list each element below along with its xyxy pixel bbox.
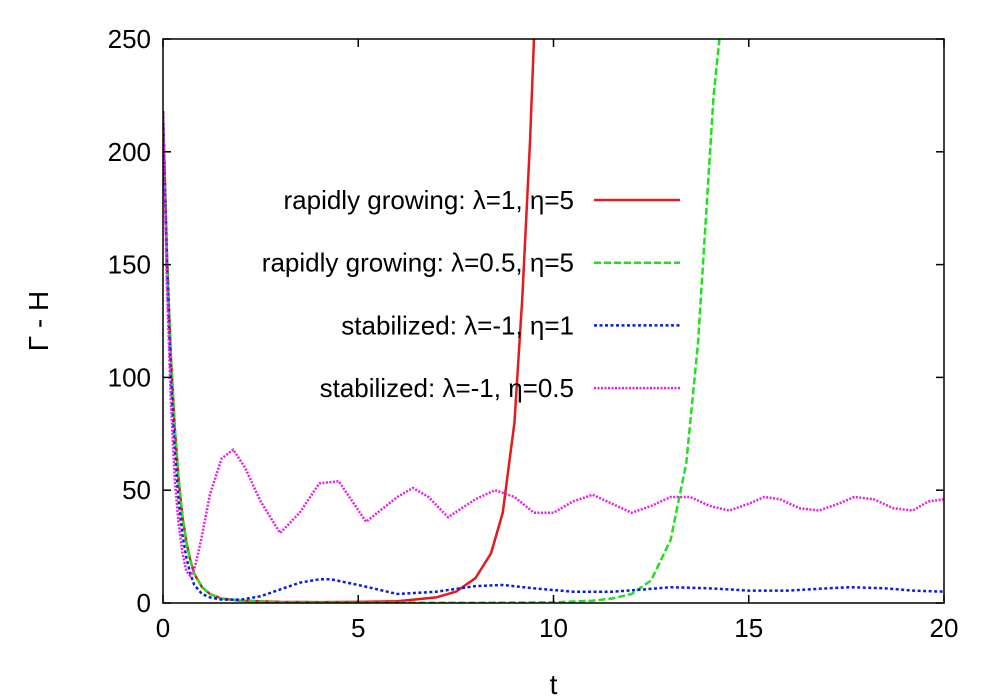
y-tick-label: 0 <box>137 588 151 618</box>
y-tick-label: 100 <box>108 362 151 392</box>
legend: rapidly growing: λ=1, η=5 rapidly growing… <box>262 185 680 403</box>
y-tick-label: 150 <box>108 250 151 280</box>
legend-label: stabilized: λ=-1, η=0.5 <box>320 373 574 403</box>
x-tick-label: 15 <box>734 613 763 643</box>
x-tick-label: 5 <box>351 613 365 643</box>
legend-label: stabilized: λ=-1, η=1 <box>341 310 574 340</box>
x-tick-label: 10 <box>539 613 568 643</box>
y-axis-label: Γ - H <box>23 291 54 352</box>
x-axis-label: t <box>550 669 558 700</box>
y-tick-label: 200 <box>108 137 151 167</box>
y-tick-label: 250 <box>108 24 151 54</box>
x-tick-label: 20 <box>930 613 959 643</box>
y-tick-label: 50 <box>122 475 151 505</box>
series-line-4 <box>163 111 944 578</box>
legend-label: rapidly growing: λ=0.5, η=5 <box>262 248 574 278</box>
legend-item: stabilized: λ=-1, η=1 <box>341 310 680 340</box>
x-tick-label: 0 <box>156 613 170 643</box>
series-line-3 <box>163 111 944 601</box>
legend-item: rapidly growing: λ=1, η=5 <box>283 185 680 215</box>
legend-item: stabilized: λ=-1, η=0.5 <box>320 373 680 403</box>
legend-label: rapidly growing: λ=1, η=5 <box>283 185 574 215</box>
legend-item: rapidly growing: λ=0.5, η=5 <box>262 248 680 278</box>
